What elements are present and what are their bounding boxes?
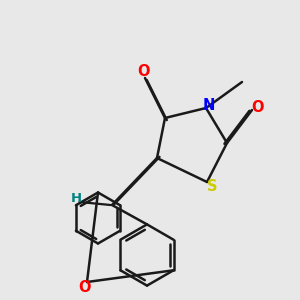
Text: H: H (70, 192, 82, 205)
Text: O: O (78, 280, 91, 296)
Text: S: S (207, 179, 217, 194)
Text: O: O (251, 100, 264, 115)
Text: O: O (137, 64, 150, 79)
Text: N: N (202, 98, 214, 113)
